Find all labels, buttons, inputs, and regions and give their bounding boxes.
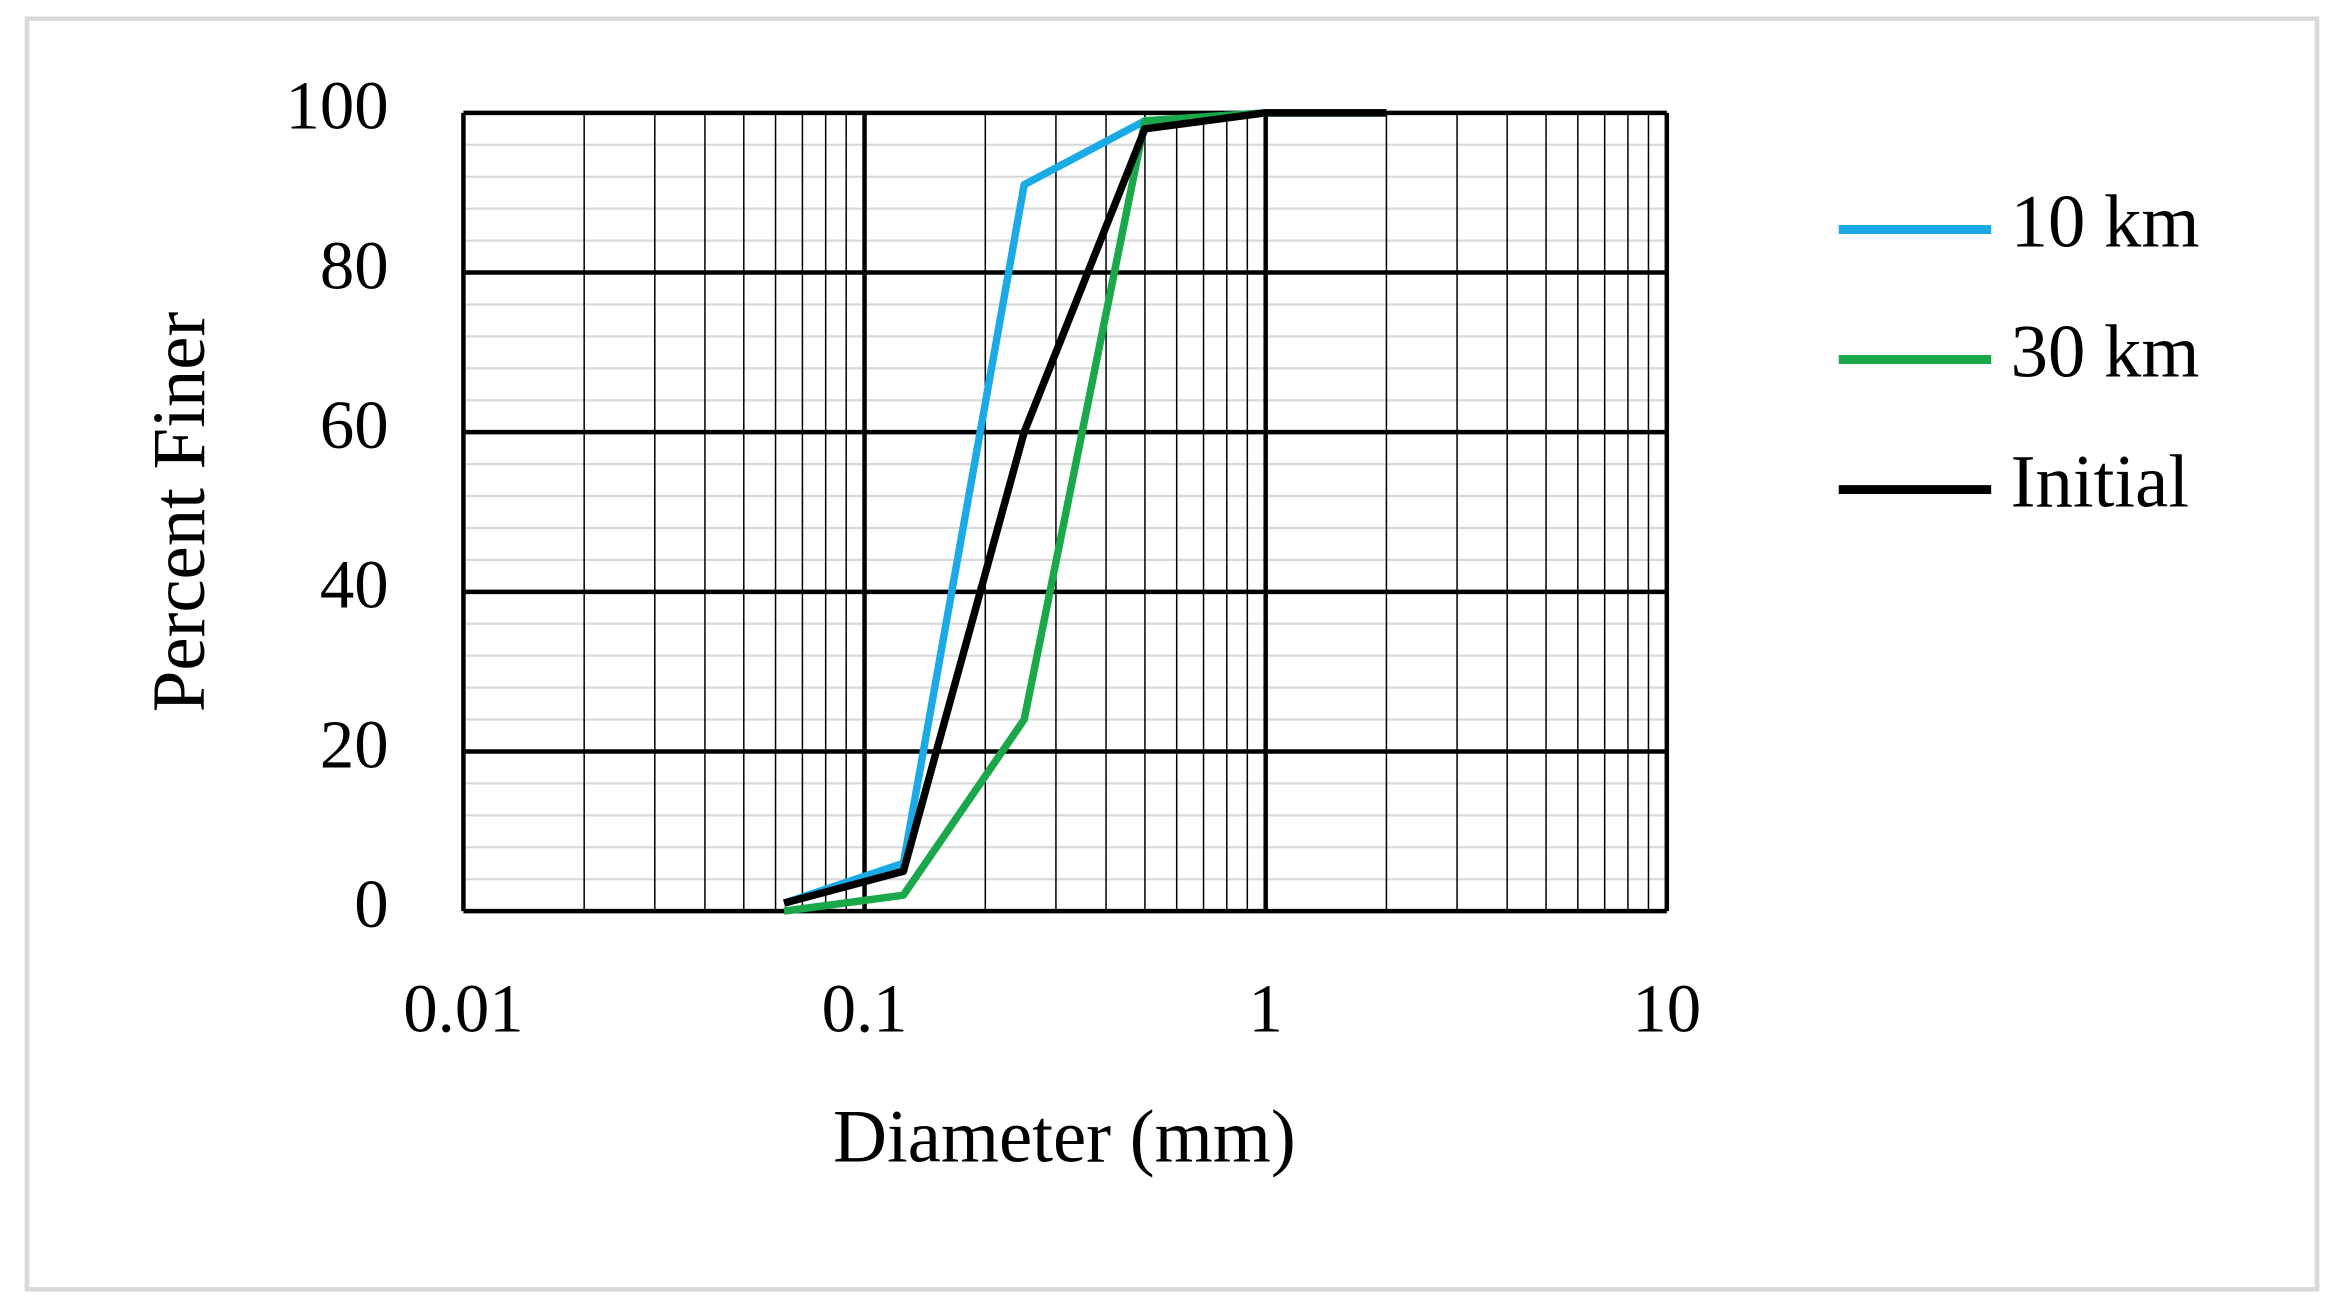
series-line: [783, 109, 1387, 907]
y-tick-label: 40: [320, 547, 389, 623]
y-tick-label: 100: [286, 68, 389, 144]
x-tick-label: 0.1: [822, 971, 908, 1047]
x-tick-label: 1: [1248, 971, 1282, 1047]
y-tick-label: 20: [320, 706, 389, 782]
y-tick-label: 0: [354, 866, 388, 942]
x-tick-label: 0.01: [403, 971, 523, 1047]
x-tick-label: 10: [1632, 971, 1701, 1047]
y-axis-label: Percent Finer: [138, 312, 221, 713]
legend-label: Initial: [2011, 441, 2189, 524]
legend-label: 30 km: [2011, 311, 2200, 394]
y-tick-label: 60: [320, 387, 389, 463]
x-axis-label: Diameter (mm): [833, 1095, 1296, 1178]
legend-label: 10 km: [2011, 181, 2200, 264]
y-tick-label: 80: [320, 227, 389, 303]
